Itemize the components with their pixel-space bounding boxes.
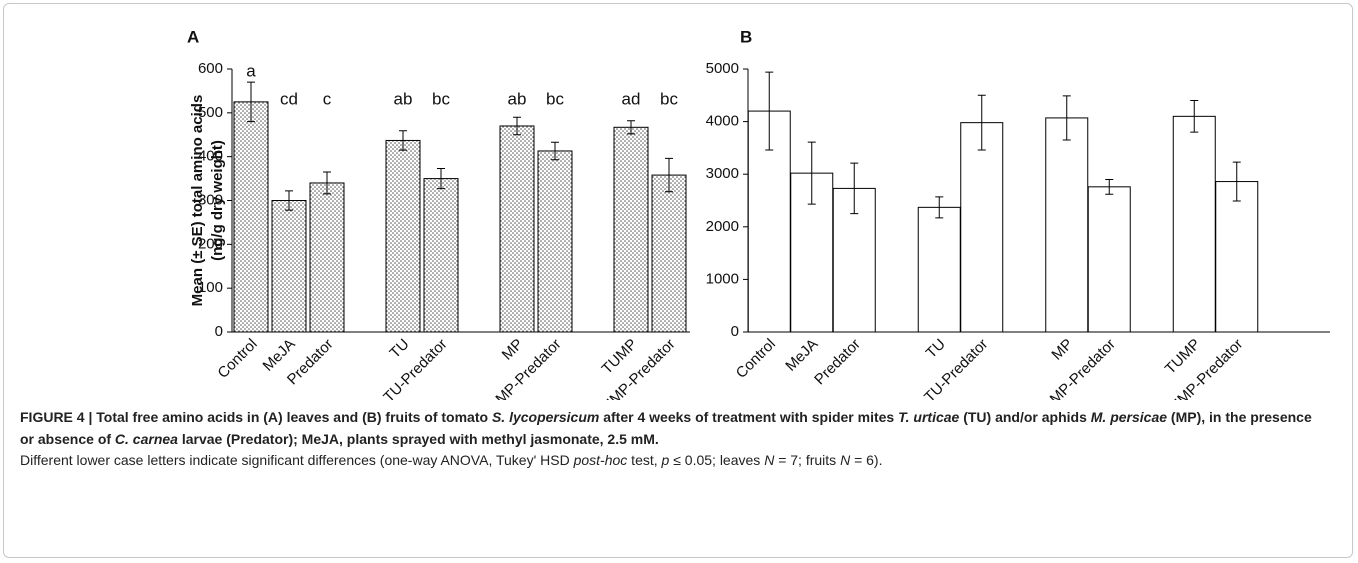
error-bar (437, 168, 445, 190)
x-tick-label: MP-Predator (492, 336, 564, 400)
error-bar (665, 157, 673, 193)
error-bar (399, 130, 407, 151)
error-bar (551, 141, 559, 161)
caption-text: T. urticae (898, 409, 960, 425)
y-tick-label: 2000 (706, 218, 739, 235)
x-tick-label: MP (499, 336, 527, 364)
y-tick-label: 4000 (706, 113, 739, 130)
y-tick-label: 200 (198, 235, 223, 252)
bar (613, 126, 649, 333)
caption-text: N (764, 452, 775, 468)
x-tick-label: TU (923, 336, 949, 362)
figure-frame (3, 3, 1353, 558)
bar (1172, 115, 1216, 333)
caption-text: C. carnea (114, 430, 178, 447)
y-tick-label: 0 (731, 323, 739, 340)
caption-text: M. persicae (1090, 409, 1168, 425)
bar (537, 150, 573, 333)
caption-text: = 7; fruits (774, 452, 841, 468)
caption-text: Different lower case letters indicate si… (20, 452, 574, 468)
bar (423, 178, 459, 333)
significance-letter: ab (394, 89, 413, 108)
bar (233, 101, 269, 333)
bar (271, 200, 307, 333)
significance-letter: c (323, 89, 332, 108)
y-axis-label: Mean (± SE) total amino acids (189, 95, 206, 307)
x-tick-label: Predator (811, 336, 864, 389)
panel-label: B (740, 27, 752, 46)
error-bar (247, 81, 255, 123)
significance-letter: a (246, 62, 256, 81)
caption-text: test, (627, 452, 662, 468)
error-bar (765, 71, 774, 151)
bar (1087, 186, 1131, 333)
error-bar (977, 94, 986, 151)
caption-text: larvae (Predator); MeJA, plants sprayed … (177, 430, 659, 447)
error-bar (1232, 161, 1241, 202)
error-bar (1062, 95, 1071, 141)
error-bar (323, 171, 331, 195)
caption-text: (MP), in the presence or absence of (20, 409, 1312, 447)
significance-letter: bc (660, 89, 678, 108)
significance-letter: cd (280, 89, 298, 108)
caption-text: p (661, 452, 670, 468)
caption-text: after 4 weeks of treatment with spider m… (599, 409, 899, 425)
x-tick-label: MeJA (782, 336, 821, 375)
error-bar (807, 141, 816, 205)
significance-letter: ab (508, 89, 527, 108)
x-tick-label: TU (386, 336, 412, 362)
error-bar (1105, 178, 1114, 195)
bar (917, 206, 961, 333)
y-tick-label: 5000 (706, 60, 739, 77)
error-bar (1190, 100, 1199, 133)
significance-letter: bc (546, 89, 564, 108)
x-tick-label: Control (214, 336, 260, 382)
bar (309, 182, 345, 333)
bar (1045, 117, 1089, 333)
caption-text: FIGURE 4 | Total free amino acids in (A)… (20, 409, 492, 425)
caption: FIGURE 4 | Total free amino acids in (A)… (20, 407, 1320, 472)
y-tick-label: 400 (198, 148, 223, 165)
y-tick-label: 1000 (706, 270, 739, 287)
significance-letter: ad (622, 89, 641, 108)
error-bar (513, 116, 521, 136)
y-tick-label: 100 (198, 279, 223, 296)
panel-label: A (187, 27, 199, 46)
y-tick-label: 3000 (706, 165, 739, 182)
y-tick-label: 300 (198, 191, 223, 208)
bar (651, 174, 687, 333)
y-tick-label: 0 (215, 323, 223, 340)
bar (499, 125, 535, 333)
caption-text: post-hoc (573, 452, 628, 468)
bar (1215, 181, 1259, 333)
caption-text: (TU) and/or aphids (959, 409, 1091, 425)
error-bar (850, 162, 859, 215)
y-axis-label: (ng/g dry weight) (209, 140, 226, 261)
caption-text: S. lycopersicum (491, 409, 600, 425)
figure: A Mean (± SE) total amino acids (ng/g dry … (187, 27, 1330, 400)
y-tick-label: 500 (198, 104, 223, 121)
error-bar (935, 196, 944, 219)
caption-paragraph: Different lower case letters indicate si… (20, 450, 1320, 472)
bar (385, 139, 421, 333)
bar (960, 122, 1004, 333)
error-bar (627, 120, 635, 135)
x-tick-label: Control (733, 336, 779, 382)
y-tick-label: 600 (198, 60, 223, 77)
error-bar (285, 190, 293, 211)
significance-letter: bc (432, 89, 450, 108)
caption-text: ≤ 0.05; leaves (669, 452, 765, 468)
caption-text: N (840, 452, 851, 468)
x-tick-label: MP (1048, 336, 1076, 364)
caption-text: = 6). (850, 452, 883, 468)
caption-paragraph: FIGURE 4 | Total free amino acids in (A)… (20, 407, 1320, 450)
